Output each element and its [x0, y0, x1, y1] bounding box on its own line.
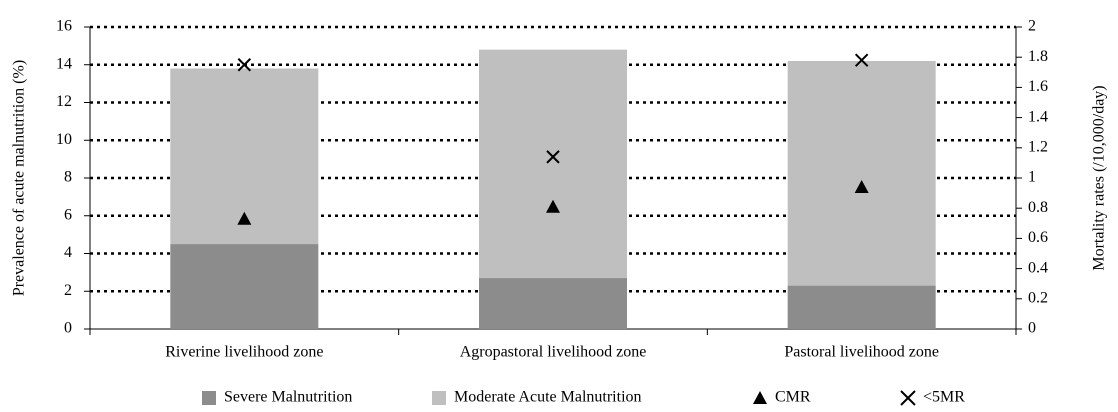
x-tick-label: Agropastoral livelihood zone	[460, 344, 647, 361]
y2-axis-label: Mortality rates (/10,000/day)	[1091, 85, 1108, 270]
y-tick-label: 0	[64, 320, 72, 337]
y2-tick-label: 2	[1028, 18, 1036, 35]
x-tick-label: Riverine livelihood zone	[165, 344, 323, 361]
legend-swatch	[900, 390, 916, 406]
y-tick-label: 2	[64, 282, 72, 299]
y-tick-label: 6	[64, 206, 72, 223]
y-tick-label: 14	[56, 55, 72, 72]
legend-label: CMR	[775, 389, 811, 406]
bar	[787, 60, 936, 286]
y2-tick-label: 0	[1028, 320, 1036, 337]
y-tick-label: 12	[56, 93, 72, 110]
y-tick-label: 10	[56, 131, 72, 148]
legend-label: Severe Malnutrition	[224, 389, 352, 406]
bar	[170, 244, 319, 329]
u5mr-marker	[854, 53, 869, 67]
y2-tick-label: 0.8	[1028, 199, 1048, 216]
y-axis-label: Prevalence of acute malnutrition (%)	[11, 60, 28, 296]
y-tick-label: 8	[64, 169, 72, 186]
y-tick-label: 16	[56, 18, 72, 35]
cmr-marker	[854, 180, 869, 194]
u5mr-marker	[237, 58, 252, 72]
bar	[479, 278, 627, 329]
y2-tick-label: 0.2	[1028, 289, 1048, 306]
legend-swatch	[202, 391, 216, 405]
legend-swatch	[753, 391, 767, 404]
y2-tick-label: 1.4	[1028, 108, 1048, 125]
y2-tick-label: 1.2	[1028, 138, 1048, 155]
bar	[787, 285, 936, 329]
legend-label: Moderate Acute Malnutrition	[454, 389, 642, 406]
x-tick-label: Pastoral livelihood zone	[784, 344, 939, 361]
y2-tick-label: 1	[1028, 169, 1036, 186]
y2-tick-label: 1.6	[1028, 78, 1048, 95]
cmr-marker	[546, 199, 560, 213]
y2-tick-label: 1.8	[1028, 48, 1048, 65]
y-tick-label: 4	[64, 244, 72, 261]
y2-tick-label: 0.6	[1028, 229, 1048, 246]
bar	[479, 49, 627, 279]
y2-tick-label: 0.4	[1028, 259, 1048, 276]
legend-swatch	[432, 391, 446, 405]
cmr-marker	[237, 211, 252, 225]
u5mr-marker	[546, 150, 560, 164]
legend-label: <5MR	[923, 389, 965, 406]
